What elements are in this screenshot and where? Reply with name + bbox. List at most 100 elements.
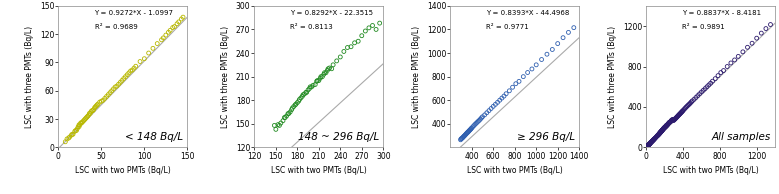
- Point: [457, 135, 470, 138]
- Point: [644, 141, 657, 144]
- Point: [661, 124, 673, 127]
- Point: [88, 106, 100, 109]
- Point: [657, 127, 670, 130]
- Point: [114, 81, 126, 84]
- Point: [118, 77, 130, 80]
- X-axis label: LSC with two PMTs (Bq/L): LSC with two PMTs (Bq/L): [271, 166, 367, 175]
- Point: [119, 75, 132, 78]
- Point: [319, 71, 332, 74]
- Point: [642, 143, 654, 146]
- Point: [657, 128, 669, 131]
- Point: [659, 126, 671, 129]
- Point: [458, 134, 471, 138]
- Point: [677, 109, 689, 112]
- Point: [644, 141, 657, 145]
- Point: [337, 50, 350, 53]
- Point: [655, 130, 668, 133]
- Point: [72, 125, 85, 128]
- Point: [134, 60, 146, 63]
- Point: [330, 59, 343, 62]
- Point: [359, 29, 372, 33]
- X-axis label: LSC with two PMTs (Bq/L): LSC with two PMTs (Bq/L): [663, 166, 759, 175]
- Point: [164, 29, 176, 32]
- Point: [298, 92, 311, 95]
- Point: [485, 107, 497, 110]
- Point: [644, 141, 657, 144]
- Point: [659, 125, 671, 128]
- Point: [661, 123, 674, 126]
- Point: [322, 67, 334, 70]
- Point: [304, 85, 316, 88]
- Point: [685, 100, 697, 103]
- Point: [667, 118, 679, 121]
- Point: [682, 104, 694, 107]
- Point: [643, 142, 656, 145]
- Point: [643, 143, 655, 146]
- Point: [311, 79, 323, 82]
- Point: [460, 132, 473, 135]
- Point: [650, 136, 662, 139]
- Point: [643, 143, 655, 146]
- Point: [160, 34, 172, 37]
- Point: [657, 128, 669, 131]
- Point: [643, 142, 656, 145]
- Point: [653, 133, 665, 136]
- Point: [126, 68, 139, 72]
- Point: [297, 93, 309, 96]
- Point: [671, 115, 683, 119]
- Point: [492, 101, 504, 104]
- Point: [72, 123, 85, 126]
- Point: [669, 117, 682, 120]
- Point: [675, 111, 687, 114]
- Point: [309, 83, 322, 86]
- Point: [642, 144, 654, 147]
- Point: [662, 121, 675, 125]
- Point: [652, 133, 664, 137]
- Point: [642, 143, 654, 146]
- Point: [301, 91, 313, 94]
- Point: [91, 103, 104, 107]
- Point: [678, 108, 690, 111]
- Point: [481, 111, 493, 114]
- Point: [652, 133, 664, 136]
- Point: [660, 124, 672, 127]
- Point: [655, 130, 668, 133]
- Point: [70, 129, 83, 132]
- Point: [657, 128, 669, 131]
- Point: [290, 103, 302, 106]
- Point: [472, 120, 485, 123]
- Point: [72, 125, 84, 128]
- Point: [86, 109, 99, 112]
- Point: [654, 132, 666, 135]
- Point: [643, 142, 656, 145]
- Point: [171, 22, 183, 25]
- Point: [284, 111, 296, 114]
- Point: [498, 94, 510, 98]
- Point: [675, 111, 687, 114]
- Point: [162, 31, 174, 34]
- Point: [363, 26, 375, 29]
- Point: [641, 145, 654, 148]
- Point: [464, 128, 477, 131]
- Point: [59, 140, 72, 143]
- Point: [648, 137, 661, 140]
- Point: [457, 135, 470, 139]
- Point: [92, 102, 104, 106]
- Point: [111, 85, 123, 88]
- Point: [71, 127, 83, 130]
- Point: [654, 131, 666, 134]
- Point: [679, 107, 691, 110]
- Point: [80, 116, 93, 119]
- Point: [122, 71, 135, 74]
- Point: [129, 65, 142, 68]
- Y-axis label: LSC with three PMTs (Bq/L): LSC with three PMTs (Bq/L): [608, 26, 617, 128]
- Point: [675, 111, 688, 114]
- Point: [643, 142, 656, 145]
- Point: [707, 80, 719, 83]
- Point: [668, 118, 681, 121]
- Point: [647, 139, 659, 142]
- Point: [279, 116, 291, 119]
- Point: [649, 137, 661, 140]
- Text: R² = 0.8113: R² = 0.8113: [291, 24, 333, 30]
- Point: [642, 144, 654, 147]
